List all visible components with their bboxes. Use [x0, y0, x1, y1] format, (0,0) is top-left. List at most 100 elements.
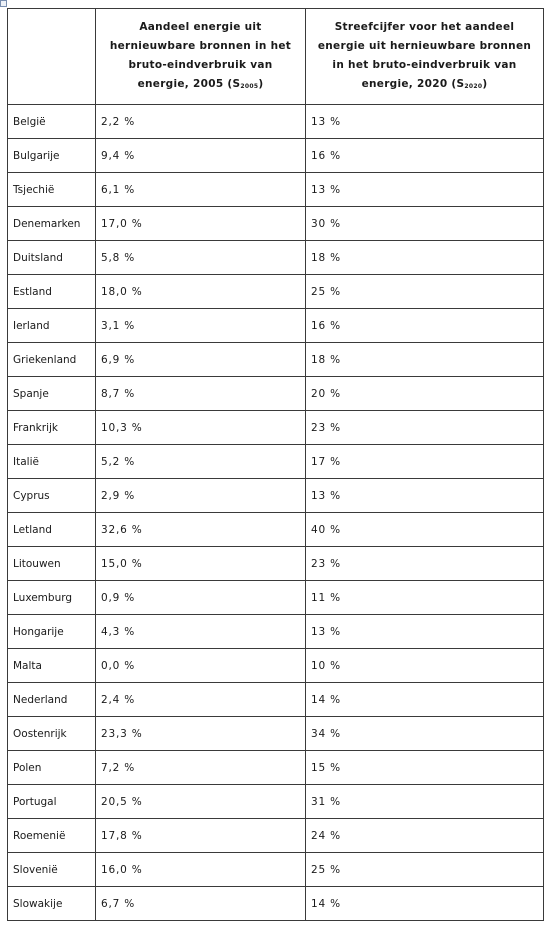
table-row: Oostenrijk 23,3 % 34 %: [7, 716, 544, 751]
header-country: [7, 8, 96, 105]
target-2020-cell: 13 %: [305, 104, 544, 139]
country-cell: Cyprus: [7, 478, 96, 513]
table-row: Denemarken 17,0 % 30 %: [7, 206, 544, 241]
target-2020-cell: 13 %: [305, 614, 544, 649]
share-2005-cell: 5,8 %: [95, 240, 306, 275]
target-2020-cell: 25 %: [305, 274, 544, 309]
country-cell: Ierland: [7, 308, 96, 343]
table-row: Roemenië 17,8 % 24 %: [7, 818, 544, 853]
country-cell: Spanje: [7, 376, 96, 411]
share-2005-cell: 2,2 %: [95, 104, 306, 139]
target-2020-cell: 24 %: [305, 818, 544, 853]
country-cell: Litouwen: [7, 546, 96, 581]
table-row: België 2,2 % 13 %: [7, 104, 544, 139]
table-row: Cyprus 2,9 % 13 %: [7, 478, 544, 513]
target-2020-cell: 10 %: [305, 648, 544, 683]
target-2020-cell: 25 %: [305, 852, 544, 887]
table-row: Litouwen 15,0 % 23 %: [7, 546, 544, 581]
target-2020-cell: 16 %: [305, 138, 544, 173]
country-cell: België: [7, 104, 96, 139]
share-2005-cell: 6,9 %: [95, 342, 306, 377]
table-row: Portugal 20,5 % 31 %: [7, 784, 544, 819]
country-cell: Nederland: [7, 682, 96, 717]
share-2005-cell: 6,1 %: [95, 172, 306, 207]
share-2005-cell: 2,9 %: [95, 478, 306, 513]
table-row: Malta 0,0 % 10 %: [7, 648, 544, 683]
table-row: Bulgarije 9,4 % 16 %: [7, 138, 544, 173]
header-share-2005: Aandeel energie uit hernieuwbare bronnen…: [95, 8, 306, 105]
target-2020-cell: 13 %: [305, 478, 544, 513]
target-2020-cell: 14 %: [305, 886, 544, 921]
share-2005-cell: 15,0 %: [95, 546, 306, 581]
broken-image-icon: [0, 0, 7, 7]
share-2005-cell: 4,3 %: [95, 614, 306, 649]
table-row: Slovenië 16,0 % 25 %: [7, 852, 544, 887]
target-2020-cell: 15 %: [305, 750, 544, 785]
share-2005-cell: 10,3 %: [95, 410, 306, 445]
table-row: Duitsland 5,8 % 18 %: [7, 240, 544, 275]
header-target-2020: Streefcijfer voor het aandeel energie ui…: [305, 8, 544, 105]
target-2020-cell: 18 %: [305, 240, 544, 275]
target-2020-cell: 16 %: [305, 308, 544, 343]
share-2005-cell: 3,1 %: [95, 308, 306, 343]
country-cell: Slowakije: [7, 886, 96, 921]
table-row: Spanje 8,7 % 20 %: [7, 376, 544, 411]
target-2020-cell: 13 %: [305, 172, 544, 207]
table-row: Luxemburg 0,9 % 11 %: [7, 580, 544, 615]
country-cell: Hongarije: [7, 614, 96, 649]
share-2005-cell: 8,7 %: [95, 376, 306, 411]
country-cell: Denemarken: [7, 206, 96, 241]
country-cell: Slovenië: [7, 852, 96, 887]
country-cell: Duitsland: [7, 240, 96, 275]
share-2005-cell: 5,2 %: [95, 444, 306, 479]
country-cell: Estland: [7, 274, 96, 309]
target-2020-cell: 11 %: [305, 580, 544, 615]
target-2020-cell: 34 %: [305, 716, 544, 751]
share-2005-cell: 17,0 %: [95, 206, 306, 241]
table-row: Slowakije 6,7 % 14 %: [7, 886, 544, 921]
table-row: Frankrijk 10,3 % 23 %: [7, 410, 544, 445]
country-cell: Frankrijk: [7, 410, 96, 445]
share-2005-cell: 0,0 %: [95, 648, 306, 683]
share-2005-cell: 6,7 %: [95, 886, 306, 921]
table-header-row: Aandeel energie uit hernieuwbare bronnen…: [7, 8, 544, 105]
share-2005-cell: 2,4 %: [95, 682, 306, 717]
target-2020-cell: 17 %: [305, 444, 544, 479]
table-row: Italië 5,2 % 17 %: [7, 444, 544, 479]
target-2020-cell: 23 %: [305, 410, 544, 445]
table-row: Estland 18,0 % 25 %: [7, 274, 544, 309]
table-row: Griekenland 6,9 % 18 %: [7, 342, 544, 377]
table-row: Ierland 3,1 % 16 %: [7, 308, 544, 343]
table-row: Polen 7,2 % 15 %: [7, 750, 544, 785]
table-row: Nederland 2,4 % 14 %: [7, 682, 544, 717]
country-cell: Polen: [7, 750, 96, 785]
share-2005-cell: 23,3 %: [95, 716, 306, 751]
country-cell: Luxemburg: [7, 580, 96, 615]
share-2005-cell: 20,5 %: [95, 784, 306, 819]
renewable-energy-table: Aandeel energie uit hernieuwbare bronnen…: [7, 8, 544, 921]
country-cell: Italië: [7, 444, 96, 479]
country-cell: Oostenrijk: [7, 716, 96, 751]
target-2020-cell: 31 %: [305, 784, 544, 819]
share-2005-cell: 0,9 %: [95, 580, 306, 615]
target-2020-cell: 18 %: [305, 342, 544, 377]
share-2005-cell: 32,6 %: [95, 512, 306, 547]
share-2005-cell: 18,0 %: [95, 274, 306, 309]
table-row: Letland 32,6 % 40 %: [7, 512, 544, 547]
country-cell: Letland: [7, 512, 96, 547]
country-cell: Tsjechië: [7, 172, 96, 207]
table-row: Hongarije 4,3 % 13 %: [7, 614, 544, 649]
target-2020-cell: 23 %: [305, 546, 544, 581]
target-2020-cell: 30 %: [305, 206, 544, 241]
target-2020-cell: 14 %: [305, 682, 544, 717]
target-2020-cell: 20 %: [305, 376, 544, 411]
country-cell: Portugal: [7, 784, 96, 819]
country-cell: Bulgarije: [7, 138, 96, 173]
country-cell: Griekenland: [7, 342, 96, 377]
country-cell: Roemenië: [7, 818, 96, 853]
share-2005-cell: 7,2 %: [95, 750, 306, 785]
table-row: Tsjechië 6,1 % 13 %: [7, 172, 544, 207]
share-2005-cell: 9,4 %: [95, 138, 306, 173]
share-2005-cell: 16,0 %: [95, 852, 306, 887]
country-cell: Malta: [7, 648, 96, 683]
